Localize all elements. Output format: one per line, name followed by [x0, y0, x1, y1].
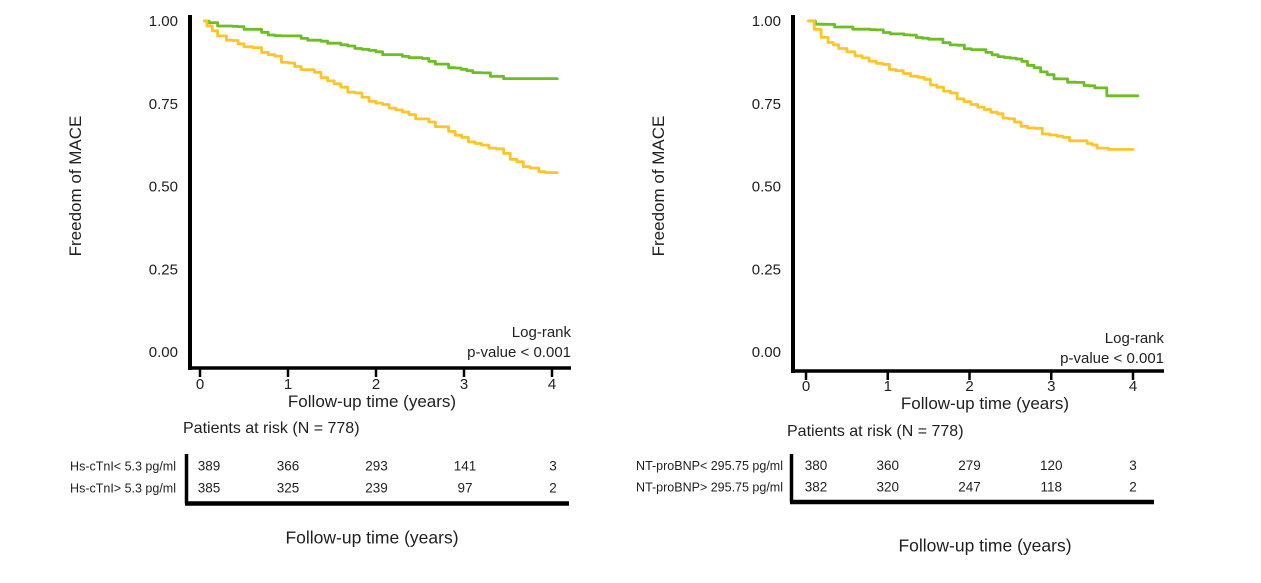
km-curve-right-1: [807, 19, 1135, 151]
y-tick-label-right: 0.75: [752, 96, 781, 113]
logrank-annotation-left: Log-rank p-value < 0.001: [467, 323, 571, 363]
logrank-annotation-right: Log-rank p-value < 0.001: [1060, 329, 1164, 369]
x-tick-label-right: 4: [1129, 378, 1137, 395]
risk-label-right-1: NT-proBNP> 295.75 pg/ml: [636, 481, 783, 495]
risk-count-left-1-3: 97: [457, 481, 472, 496]
risk-label-left-1: Hs-cTnI> 5.3 pg/ml: [70, 482, 176, 496]
y-tick-label-left: 0.50: [149, 179, 178, 196]
risk-count-left-1-1: 325: [277, 481, 300, 496]
logrank-line2-right: p-value < 0.001: [1060, 350, 1164, 367]
risk-count-left-1-2: 239: [365, 481, 388, 496]
km-curve-right-0: [807, 19, 1140, 98]
y-axis-title-right: Freedom of MACE: [649, 115, 668, 257]
y-axis-title-left: Freedom of MACE: [66, 115, 85, 257]
x-tick-label-left: 3: [460, 376, 468, 393]
x-tick-label-left: 4: [548, 376, 556, 393]
patients-at-risk-title-left: Patients at risk (N = 778): [183, 420, 360, 437]
km-curve-left-1: [203, 19, 559, 174]
risk-count-left-0-1: 366: [277, 459, 300, 474]
risk-count-left-0-0: 389: [198, 459, 221, 474]
risk-count-left-1-0: 385: [198, 481, 221, 496]
x-axis-title-right: Follow-up time (years): [900, 394, 1070, 413]
x-tick-label-right: 0: [802, 378, 810, 395]
risk-table-x-title-left: Follow-up time (years): [285, 527, 459, 548]
risk-count-right-0-4: 3: [1129, 458, 1137, 473]
risk-count-right-0-0: 380: [805, 458, 828, 473]
x-tick-label-right: 1: [884, 378, 892, 395]
x-axis-title-left: Follow-up time (years): [287, 392, 457, 411]
risk-count-right-1-3: 118: [1040, 480, 1062, 495]
risk-count-right-1-4: 2: [1129, 480, 1137, 495]
risk-count-left-0-2: 293: [365, 459, 388, 474]
y-tick-label-right: 1.00: [752, 13, 781, 30]
risk-count-right-1-2: 247: [958, 480, 981, 495]
risk-count-left-0-3: 141: [454, 459, 477, 474]
y-tick-label-right: 0.00: [752, 344, 781, 361]
y-tick-label-right: 0.50: [752, 179, 781, 196]
risk-label-left-0: Hs-cTnI< 5.3 pg/ml: [70, 460, 176, 474]
y-tick-label-left: 0.00: [149, 344, 178, 361]
patients-at-risk-title-right: Patients at risk (N = 778): [787, 423, 964, 440]
logrank-line1-right: Log-rank: [1104, 330, 1164, 347]
risk-count-right-0-1: 360: [876, 458, 899, 473]
x-tick-label-left: 1: [284, 376, 292, 393]
logrank-line1-left: Log-rank: [511, 324, 571, 341]
risk-count-right-1-1: 320: [876, 480, 899, 495]
y-tick-label-left: 1.00: [149, 13, 178, 30]
y-tick-label-left: 0.75: [149, 96, 178, 113]
risk-table-x-title-right: Follow-up time (years): [898, 535, 1072, 556]
logrank-line2-left: p-value < 0.001: [467, 344, 571, 361]
y-tick-label-right: 0.25: [752, 261, 781, 278]
x-tick-label-left: 0: [196, 376, 204, 393]
risk-count-right-0-2: 279: [958, 458, 981, 473]
x-tick-label-right: 2: [965, 378, 973, 395]
risk-count-left-0-4: 3: [549, 459, 557, 474]
x-tick-label-left: 2: [372, 376, 380, 393]
y-tick-label-left: 0.25: [149, 261, 178, 278]
risk-count-right-1-0: 382: [805, 480, 828, 495]
risk-count-right-0-3: 120: [1040, 458, 1063, 473]
risk-label-right-0: NT-proBNP< 295.75 pg/ml: [636, 459, 783, 473]
risk-count-left-1-4: 2: [549, 481, 557, 496]
km-curve-left-0: [203, 19, 559, 80]
x-tick-label-right: 3: [1047, 378, 1055, 395]
